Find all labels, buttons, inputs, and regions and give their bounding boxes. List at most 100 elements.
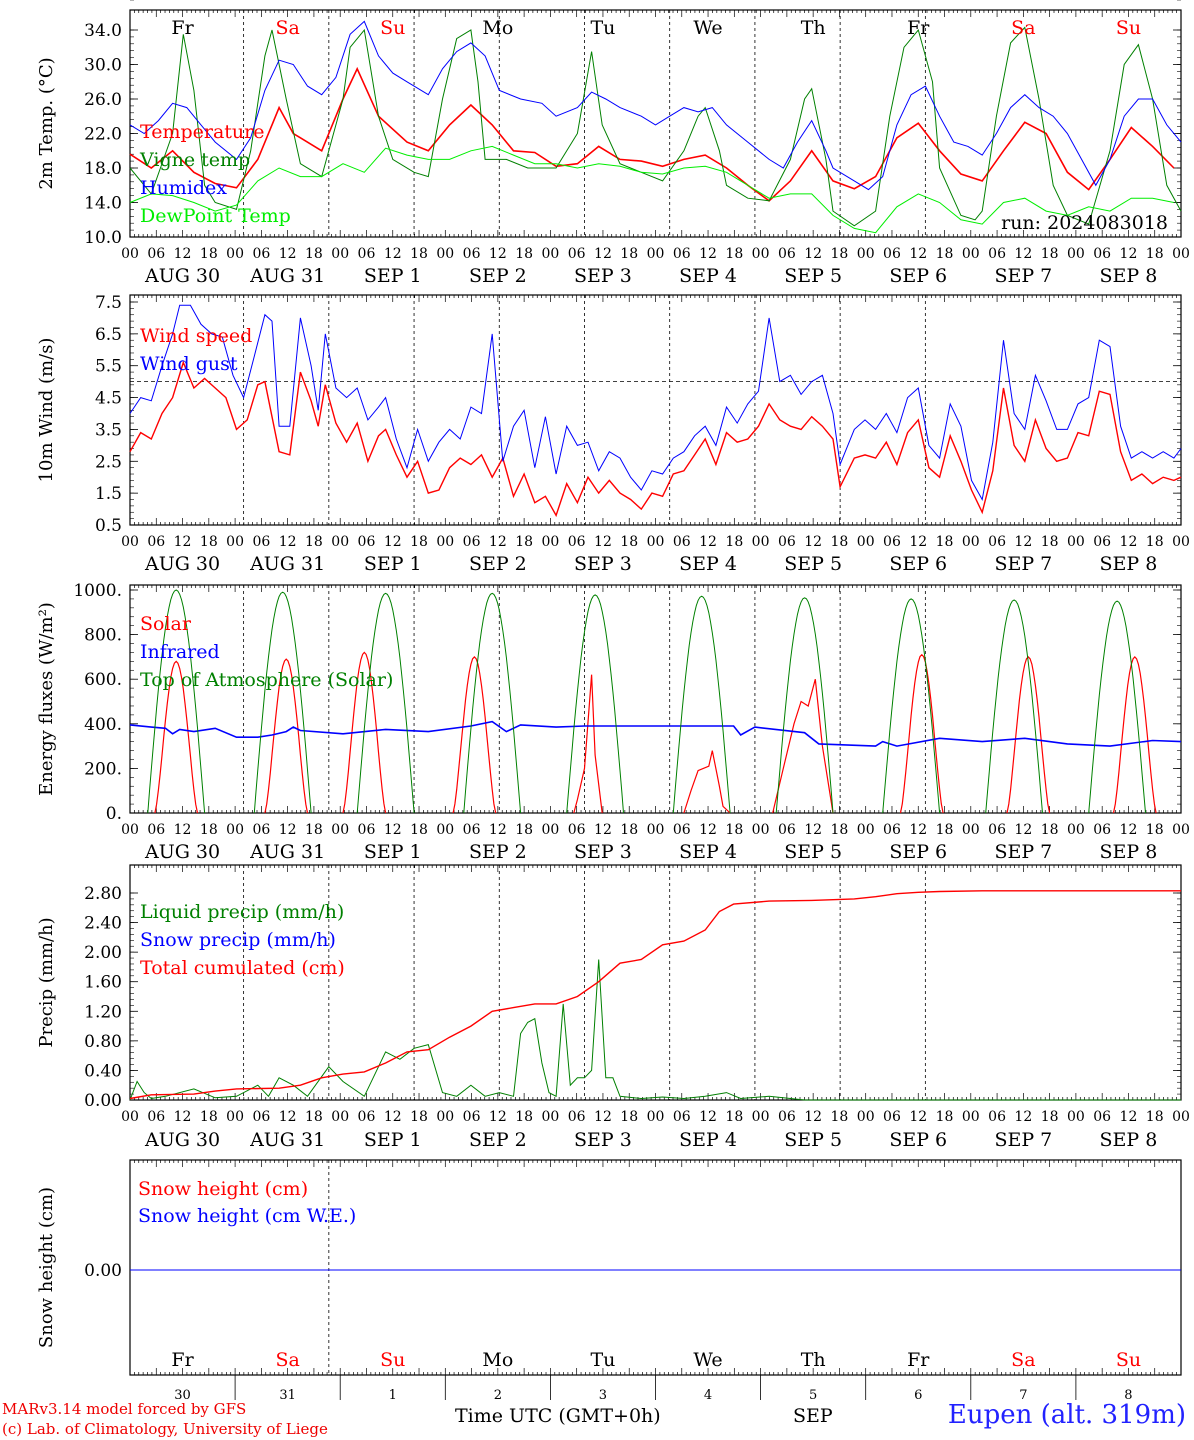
hour-label: 00	[436, 1109, 454, 1125]
hour-label: 00	[436, 822, 454, 838]
day-number: 6	[914, 1388, 922, 1403]
legend-entry: Snow precip (mm/h)	[140, 929, 336, 951]
legend-entry: Snow height (cm)	[138, 1178, 308, 1200]
y-tick-label: 1.20	[84, 1002, 122, 1022]
date-label: SEP 7	[994, 841, 1052, 863]
hour-label: 18	[831, 246, 849, 262]
hour-label: 12	[594, 534, 612, 550]
series-line	[147, 589, 1146, 814]
hour-label: 12	[909, 246, 927, 262]
hour-label: 18	[1146, 534, 1164, 550]
panel-precip: 0.00 0.40 0.80 1.20 1.60 2.00 2.40 2.80 Precip (…	[36, 864, 1190, 1151]
hour-label: 12	[804, 1109, 822, 1125]
y-tick-label: 18.0	[84, 159, 122, 179]
weekday-label: Sa	[275, 1349, 299, 1371]
hour-label: 00	[331, 822, 349, 838]
hour-label: 18	[936, 1109, 954, 1125]
hour-label: 00	[1067, 534, 1085, 550]
hour-label: 18	[410, 246, 428, 262]
hour-label: 00	[857, 1109, 875, 1125]
hour-label: 12	[909, 534, 927, 550]
y-tick-label: 0.80	[84, 1032, 122, 1052]
hour-label: 06	[147, 534, 165, 550]
date-label: SEP 6	[889, 841, 947, 863]
hour-label: 18	[831, 822, 849, 838]
hour-label: 12	[699, 822, 717, 838]
hour-label: 12	[1014, 822, 1032, 838]
date-label: SEP 5	[784, 553, 842, 575]
y-tick-label: 3.5	[95, 420, 122, 440]
date-label: AUG 31	[249, 841, 325, 863]
date-label: SEP 8	[1100, 265, 1158, 287]
y-tick-label: 800.	[84, 626, 122, 646]
time-axis-label: Time UTC (GMT+0h)	[455, 1405, 661, 1427]
hour-label: 00	[752, 246, 770, 262]
hour-label: 18	[515, 534, 533, 550]
hour-label: 18	[725, 246, 743, 262]
hour-label: 12	[1120, 822, 1138, 838]
hour-label: 18	[831, 1109, 849, 1125]
weekday-label: Fr	[907, 1349, 930, 1371]
hour-label: 12	[804, 822, 822, 838]
hour-label: 00	[226, 246, 244, 262]
day-number: 4	[704, 1388, 712, 1403]
series-line	[129, 26, 1182, 227]
day-number: 7	[1019, 1388, 1027, 1403]
y-tick-label: 1.5	[95, 484, 122, 504]
hour-label: 00	[541, 534, 559, 550]
hour-label: 18	[200, 534, 218, 550]
hour-label: 18	[515, 822, 533, 838]
hour-label: 18	[200, 822, 218, 838]
hour-label: 06	[1093, 534, 1111, 550]
date-label: AUG 31	[249, 1129, 325, 1151]
hour-label: 12	[804, 246, 822, 262]
panel-wind: 0.5 1.5 2.5 3.5 4.5 5.5 6.5 7.5 10m Wind (m/s) Wi…	[36, 293, 1190, 575]
weekday-label: Fr	[907, 17, 930, 39]
hour-label: 12	[909, 1109, 927, 1125]
date-label: AUG 30	[144, 1129, 220, 1151]
legend-entry: Liquid precip (mm/h)	[140, 901, 344, 923]
y-tick-label: 400.	[84, 715, 122, 735]
weekday-label: Sa	[275, 17, 299, 39]
date-label: SEP 1	[364, 841, 422, 863]
hour-label: 06	[778, 822, 796, 838]
hour-label: 18	[200, 246, 218, 262]
date-label: SEP 5	[784, 265, 842, 287]
hour-label: 12	[279, 1109, 297, 1125]
hour-label: 00	[962, 822, 980, 838]
y-tick-label: 34.0	[84, 21, 122, 41]
legend-entry: Top of Atmosphere (Solar)	[140, 669, 393, 691]
hour-label: 00	[857, 534, 875, 550]
weekday-label: Sa	[1011, 1349, 1035, 1371]
hour-label: 00	[1172, 246, 1190, 262]
y-tick-label: 30.0	[84, 56, 122, 76]
hour-label: 12	[279, 534, 297, 550]
day-number: 3	[599, 1388, 607, 1403]
hour-label: 06	[358, 822, 376, 838]
hour-label: 06	[358, 534, 376, 550]
date-label: SEP 2	[469, 1129, 527, 1151]
y-tick-label: 0.00	[84, 1261, 122, 1281]
hour-label: 06	[463, 822, 481, 838]
weekday-label: Su	[1116, 1349, 1141, 1371]
hour-label: 06	[673, 1109, 691, 1125]
hour-label: 00	[1172, 1109, 1190, 1125]
date-label: SEP 1	[364, 1129, 422, 1151]
hour-label: 12	[699, 1109, 717, 1125]
y-tick-label: 22.0	[84, 125, 122, 145]
hour-label: 18	[305, 246, 323, 262]
hour-label: 00	[541, 822, 559, 838]
hour-label: 06	[252, 534, 270, 550]
hour-label: 00	[226, 1109, 244, 1125]
y-tick-label: 10.0	[84, 228, 122, 248]
hour-label: 18	[831, 534, 849, 550]
legend-entry: Infrared	[140, 641, 220, 663]
legend-entry: Vigne temp	[139, 149, 250, 171]
weekday-label: Fr	[171, 17, 194, 39]
hour-label: 12	[174, 1109, 192, 1125]
hour-label: 18	[620, 822, 638, 838]
hour-label: 18	[1041, 246, 1059, 262]
date-label: AUG 30	[144, 841, 220, 863]
date-label: SEP 4	[679, 841, 737, 863]
